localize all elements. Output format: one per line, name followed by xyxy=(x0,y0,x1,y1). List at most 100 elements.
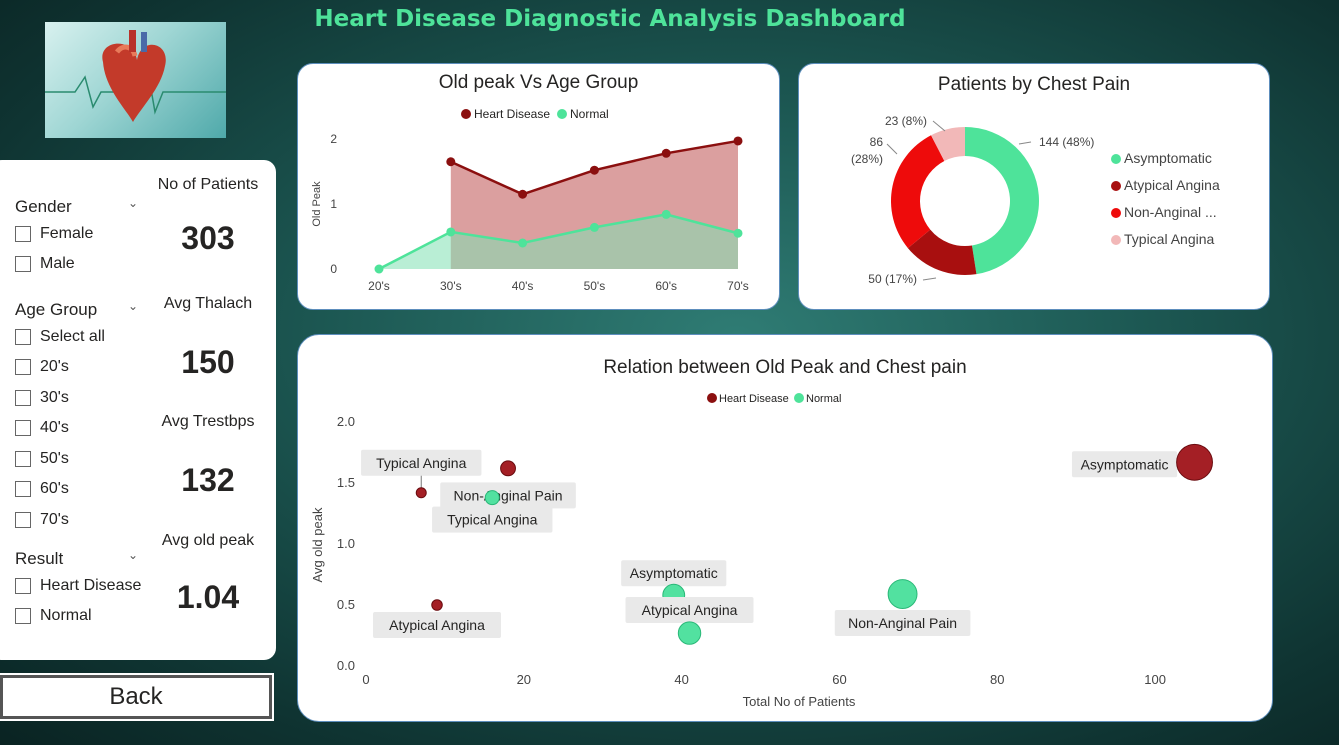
x-tick-label: 80 xyxy=(990,672,1004,687)
point-heart-disease xyxy=(446,157,456,167)
slice-data-label: 86 xyxy=(870,135,884,149)
y-tick-label: 0 xyxy=(330,262,337,276)
chart-title: Patients by Chest Pain xyxy=(937,74,1131,95)
chart-title: Relation between Old Peak and Chest pain xyxy=(603,357,967,378)
point-label-box xyxy=(621,560,727,587)
legend-marker xyxy=(1111,235,1121,245)
point-label: Non-Anginal Pain xyxy=(454,487,563,503)
result-slicer-title: Result xyxy=(15,549,64,568)
donut-slice xyxy=(907,229,977,275)
kpi-patients-label: No of Patients xyxy=(157,176,259,193)
legend-marker-normal xyxy=(794,393,804,403)
slice-data-label: 23 (8%) xyxy=(885,114,927,128)
checkbox[interactable] xyxy=(15,512,31,528)
kpi-trestbps-label: Avg Trestbps xyxy=(161,413,255,430)
legend-label-heart-disease: Heart Disease xyxy=(474,107,550,121)
x-axis-label: Total No of Patients xyxy=(743,694,856,709)
age-option-60s[interactable]: 60's xyxy=(15,479,69,499)
checkbox[interactable] xyxy=(15,420,31,436)
checkbox[interactable] xyxy=(15,608,31,624)
scatter-chart: Heart Disease Normal 0.0 0.5 1.0 1.5 2.0 0 20 40 6… xyxy=(310,393,1213,709)
back-button[interactable]: Back xyxy=(0,673,274,721)
point-heart-disease xyxy=(661,148,671,158)
point-normal xyxy=(446,227,456,237)
point-label: Asymptomatic xyxy=(630,565,718,581)
checkbox[interactable] xyxy=(15,390,31,406)
point-normal xyxy=(887,579,918,609)
point-normal xyxy=(589,222,599,232)
gender-option-female[interactable]: Female xyxy=(15,224,93,244)
point-heart-disease xyxy=(518,189,528,199)
checkbox[interactable] xyxy=(15,359,31,375)
area-normal xyxy=(379,214,738,269)
result-option-heart-disease[interactable]: Heart Disease xyxy=(15,576,141,596)
chevron-down-icon[interactable]: ⌄ xyxy=(128,196,139,210)
point-label: Typical Angina xyxy=(376,455,466,471)
slice-data-label: 50 (17%) xyxy=(868,272,917,286)
chevron-down-icon[interactable]: ⌄ xyxy=(128,299,139,313)
donut-slice xyxy=(931,127,965,162)
donut-slice xyxy=(891,135,945,249)
kpi-oldpeak-label: Avg old peak xyxy=(161,532,255,549)
checkbox[interactable] xyxy=(15,578,31,594)
checkbox[interactable] xyxy=(15,481,31,497)
chart-title: Old peak Vs Age Group xyxy=(438,72,639,93)
kpi-trestbps-value: 132 xyxy=(181,462,235,498)
legend-marker xyxy=(1111,154,1121,164)
leader-line xyxy=(932,120,946,132)
age-option-70s[interactable]: 70's xyxy=(15,510,69,530)
chevron-down-icon[interactable]: ⌄ xyxy=(128,548,139,562)
point-label: Typical Angina xyxy=(447,512,537,528)
x-tick-label: 0 xyxy=(362,672,369,687)
point-normal xyxy=(733,228,743,238)
donut-chart: 144 (48%) Asymptomatic 50 (17%) Atypical An… xyxy=(851,114,1220,286)
result-option-normal[interactable]: Normal xyxy=(15,606,92,626)
y-axis-label: Avg old peak xyxy=(310,507,325,582)
y-tick-label: 2.0 xyxy=(337,414,355,429)
point-normal xyxy=(661,209,671,219)
legend-label: Asymptomatic xyxy=(1124,150,1212,166)
legend-marker xyxy=(1111,208,1121,218)
point-label-box xyxy=(440,482,576,509)
slice-data-label: 144 (48%) xyxy=(1039,135,1094,149)
heart-logo-image xyxy=(45,22,226,138)
checkbox[interactable] xyxy=(15,226,31,242)
y-tick-label: 1.5 xyxy=(337,475,355,490)
point-normal xyxy=(484,490,500,506)
point-normal xyxy=(374,264,384,274)
heart-icon xyxy=(45,30,226,123)
leader-line xyxy=(886,143,898,155)
y-axis-label: Old Peak xyxy=(311,181,323,227)
point-heart-disease xyxy=(500,460,516,477)
kpi-oldpeak-value: 1.04 xyxy=(176,579,240,615)
checkbox[interactable] xyxy=(15,451,31,467)
point-normal xyxy=(518,238,528,248)
age-option-50s[interactable]: 50's xyxy=(15,449,69,469)
x-tick-label: 40's xyxy=(512,279,534,293)
age-option-select-all[interactable]: Select all xyxy=(15,327,105,347)
x-tick-label: 40 xyxy=(674,672,688,687)
x-tick-label: 50's xyxy=(584,279,606,293)
legend-label: Non-Anginal ... xyxy=(1124,204,1217,220)
y-tick-label: 1.0 xyxy=(337,536,355,551)
kpi-thalach-value: 150 xyxy=(181,344,235,380)
point-label-box xyxy=(373,612,502,638)
legend-marker xyxy=(1111,181,1121,191)
point-label: Atypical Angina xyxy=(389,617,485,633)
point-label: Asymptomatic xyxy=(1081,456,1169,472)
age-option-30s[interactable]: 30's xyxy=(15,388,69,408)
gender-slicer-title: Gender xyxy=(15,197,72,216)
age-option-40s[interactable]: 40's xyxy=(15,418,69,438)
legend-marker-heart-disease xyxy=(707,393,717,403)
legend-label-normal: Normal xyxy=(570,107,609,121)
point-label-box xyxy=(432,506,553,533)
x-tick-label: 100 xyxy=(1144,672,1166,687)
checkbox[interactable] xyxy=(15,329,31,345)
age-option-20s[interactable]: 20's xyxy=(15,357,69,377)
kpi-thalach-label: Avg Thalach xyxy=(163,295,253,312)
x-tick-label: 20 xyxy=(517,672,531,687)
checkbox[interactable] xyxy=(15,256,31,272)
oldpeak-chestpain-card: Relation between Old Peak and Chest pain… xyxy=(297,334,1273,722)
gender-option-male[interactable]: Male xyxy=(15,254,75,274)
legend-label-heart-disease: Heart Disease xyxy=(719,393,789,405)
